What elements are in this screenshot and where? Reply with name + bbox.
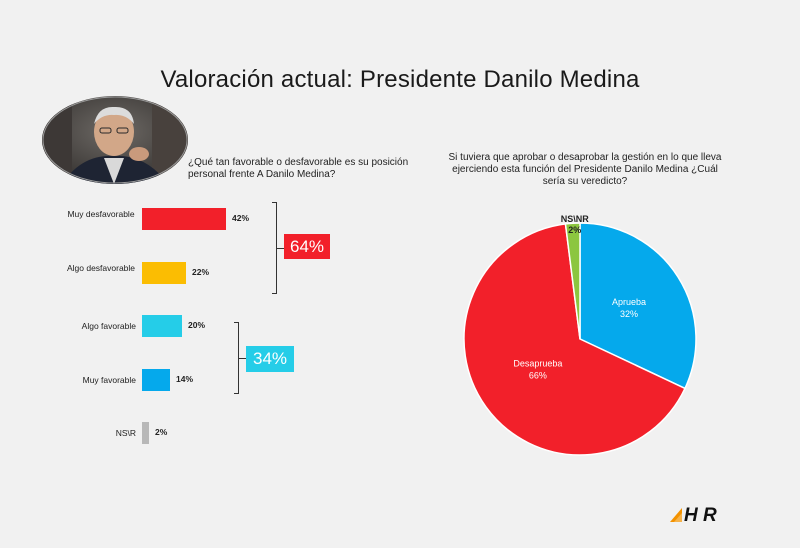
bar — [142, 208, 226, 230]
pie-slice — [564, 222, 581, 340]
bar-value-label: 42% — [232, 213, 250, 223]
bar-value-label: 2% — [155, 427, 168, 437]
chart-title: Valoración actual: Presidente Danilo Med… — [160, 66, 640, 93]
bar-value-label: 22% — [192, 267, 210, 277]
bar-category-label: Algo desfavorable — [66, 263, 136, 273]
pie-slice-label: 32% — [620, 309, 638, 319]
pie-slice-label: 2% — [568, 225, 581, 235]
approval-pie-chart: Aprueba 32% Desaprueba 66% NS\NR2% — [463, 214, 697, 456]
bar-category-label: NS\R — [115, 428, 136, 438]
bar-category-label: Algo favorable — [81, 321, 136, 331]
bar-value-label: 14% — [176, 374, 194, 384]
favorable-total-box: 34% — [246, 346, 294, 372]
bar-category-label: Muy favorable — [82, 375, 136, 385]
question-right: Si tuviera que aprobar o desaprobar la g… — [448, 152, 722, 187]
favorability-bar-chart: Muy desfavorable 42% Algo desfavorable 22% A… — [0, 0, 440, 480]
bar — [142, 422, 149, 444]
bar-value-label: 20% — [188, 320, 206, 330]
logo-text: H R — [684, 505, 717, 524]
bar-category-label: Muy desfavorable — [67, 209, 135, 219]
pie-slice — [579, 222, 697, 390]
bar — [142, 262, 186, 284]
bar — [142, 369, 170, 391]
president-photo — [42, 96, 188, 184]
question-left: ¿Qué tan favorable o desfavorable es su … — [188, 157, 409, 180]
hr-logo: H R — [670, 505, 717, 524]
favorable-bracket — [234, 322, 248, 394]
unfavorable-bracket — [272, 202, 286, 294]
pie-slice-label: NS\NR — [561, 214, 590, 224]
bar — [142, 315, 182, 337]
unfavorable-total-box: 64% — [284, 234, 330, 259]
pie-slice-label: 66% — [529, 371, 547, 381]
pie-slice — [463, 223, 686, 456]
pie-slice-label: Desaprueba — [513, 359, 562, 369]
pie-slice-label: Aprueba — [612, 297, 646, 307]
